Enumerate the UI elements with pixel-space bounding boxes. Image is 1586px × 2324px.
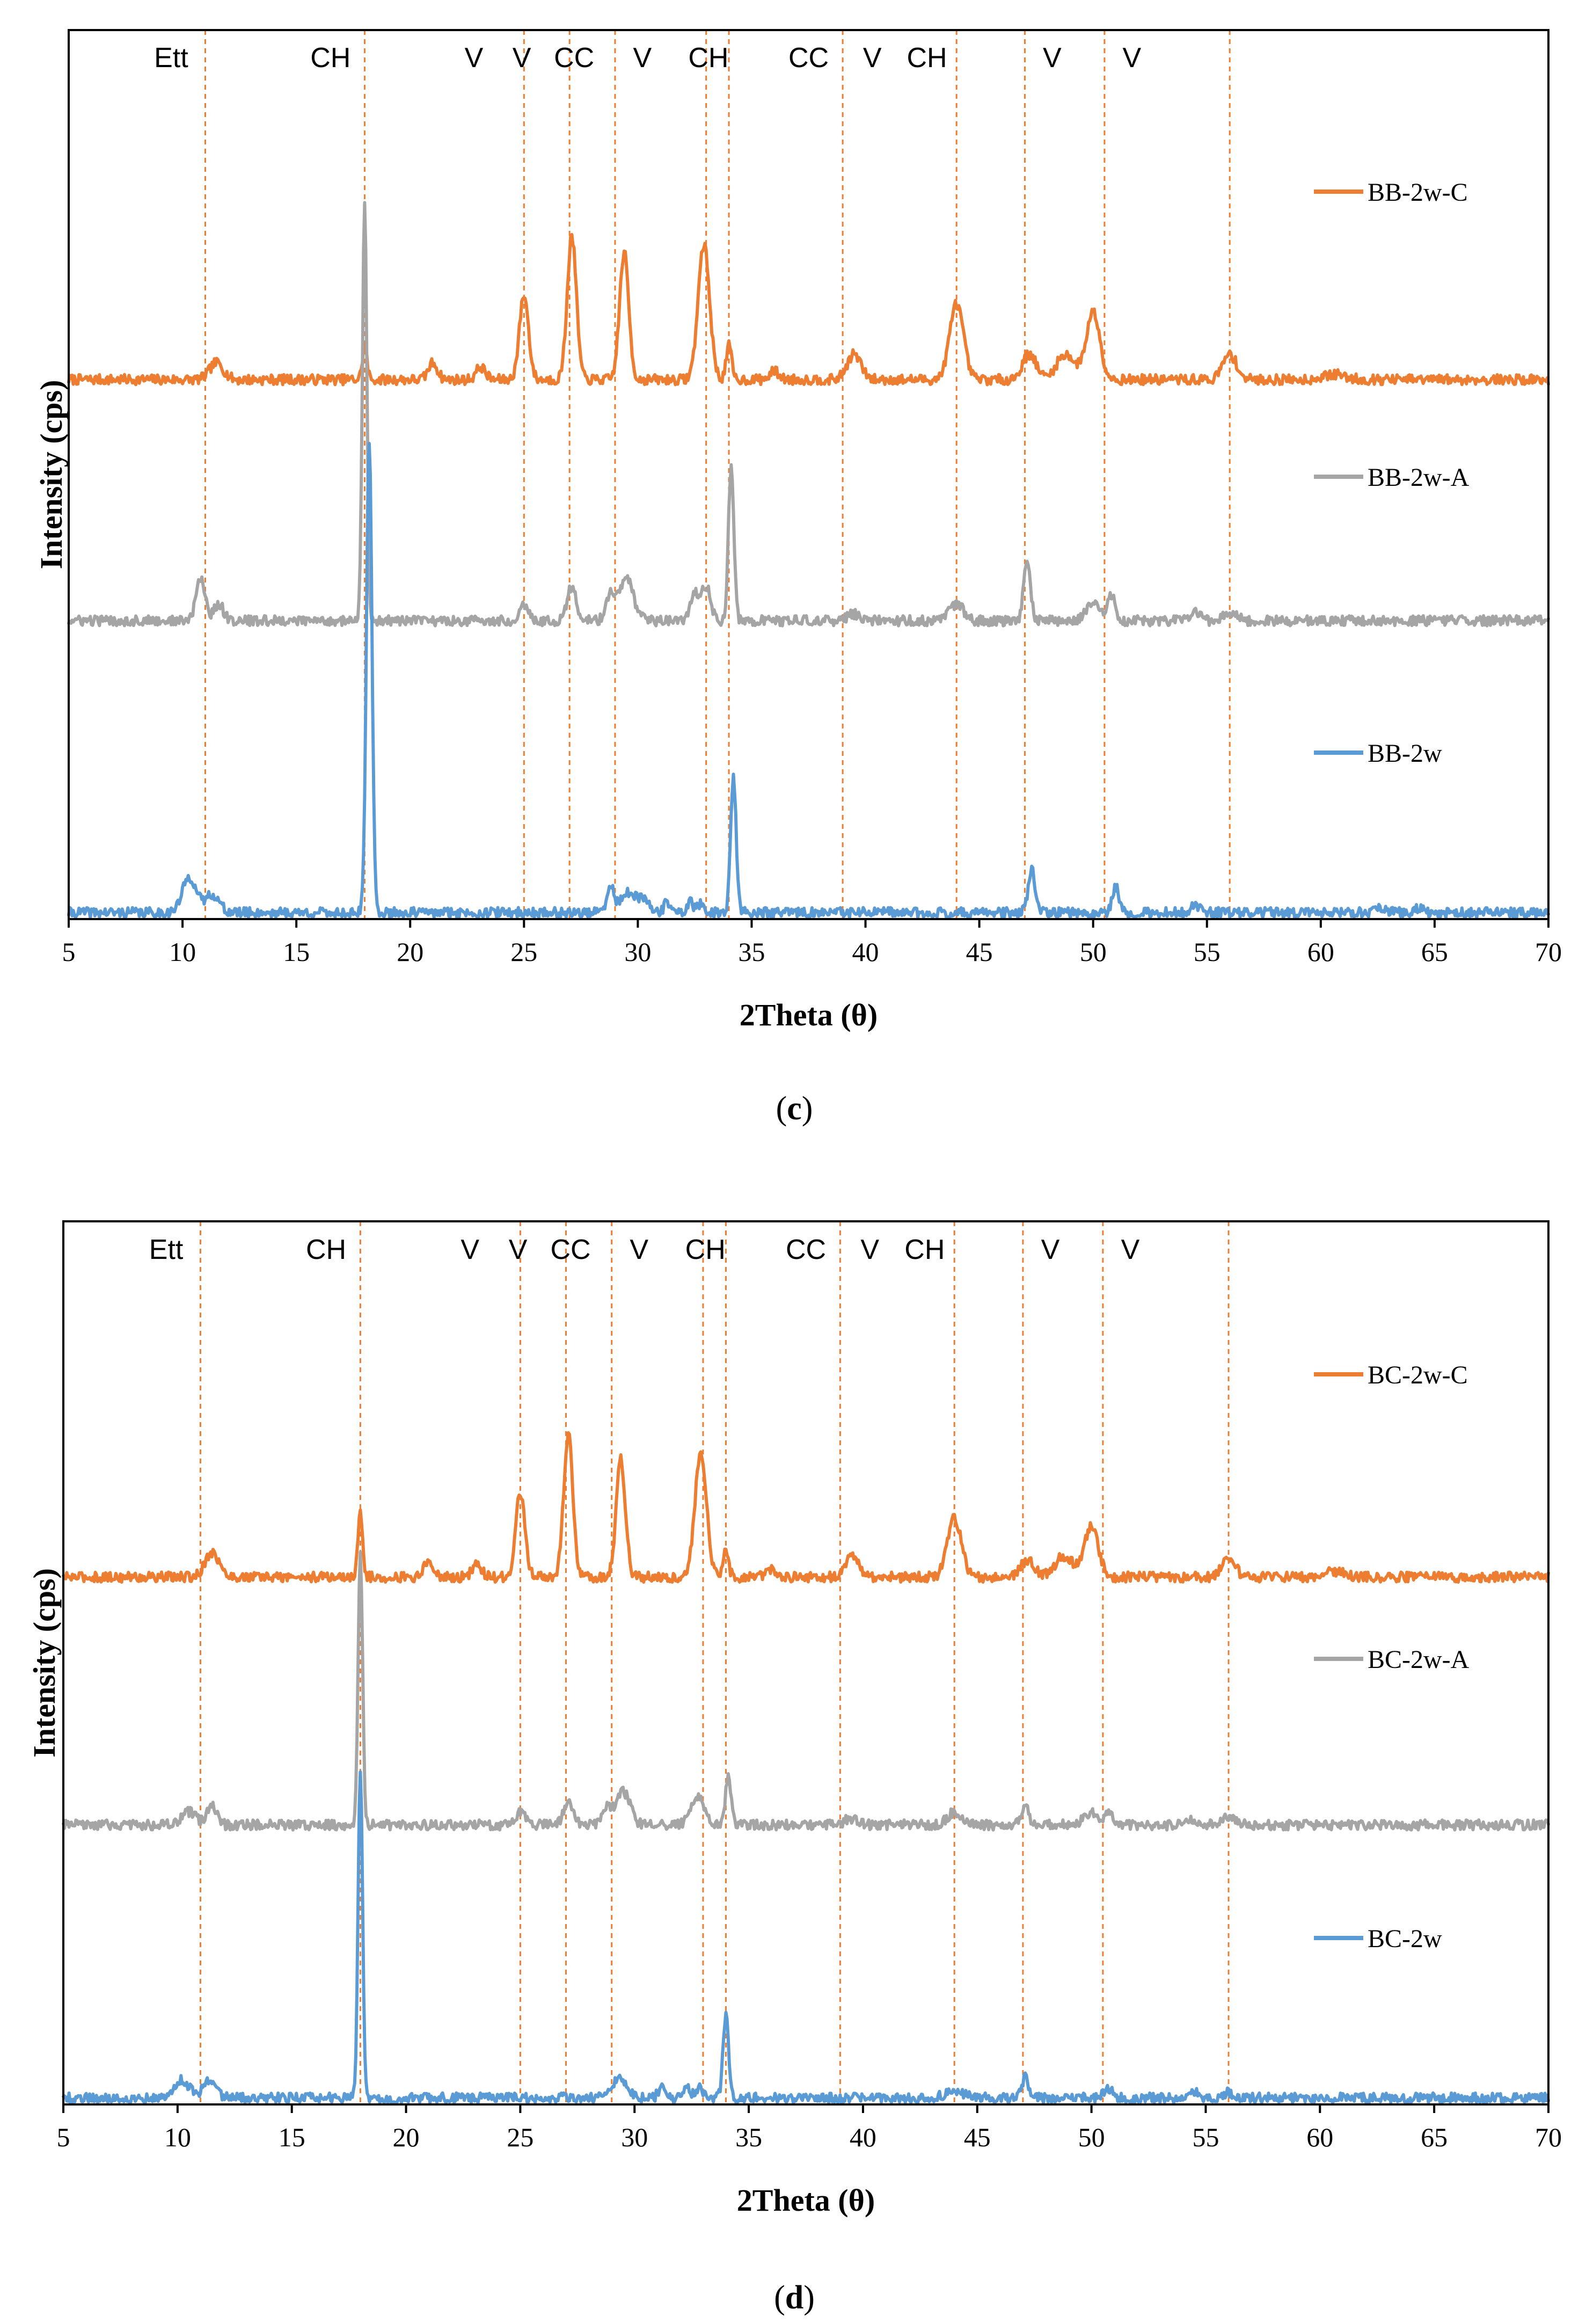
series-line-BC-2w-A (62, 1550, 1550, 1832)
x-axis-ticks: 5 10 15 20 25 30 35 40 45 50 55 60 65 70 (57, 2104, 1562, 2152)
phase-label: CH (306, 1234, 346, 1265)
panel-caption: (c) (776, 1090, 813, 1127)
y-axis-title: Intensity (cps) (34, 380, 69, 570)
legend: BC-2w-C BC-2w-A BC-2w (1314, 1361, 1470, 1953)
phase-label: CH (310, 42, 350, 74)
series-line-BC-2w (62, 1770, 1550, 2105)
x-tick-label: 70 (1535, 2122, 1562, 2152)
series-line-BC-2w-C (62, 1431, 1550, 1584)
phase-label: CH (685, 1234, 726, 1265)
legend-label: BC-2w-A (1368, 1645, 1470, 1674)
chart-panel-d: Ett CH V V CC V CH CC V CH V V 5 10 15 20 25 30 35 40 45 50 5… (27, 1220, 1562, 2316)
phase-label: V (509, 1234, 528, 1265)
x-axis-title: 2Theta (θ) (737, 2183, 875, 2218)
x-tick-label: 30 (624, 937, 651, 967)
panel-caption-letter: c (787, 1090, 802, 1127)
x-tick-label: 10 (164, 2122, 191, 2152)
panel-caption-letter: d (785, 2279, 803, 2316)
x-tick-label: 50 (1080, 937, 1107, 967)
phase-annotations: Ett CH V V CC V CH CC V CH V V (149, 1234, 1140, 1265)
x-axis-title: 2Theta (θ) (740, 997, 878, 1032)
phase-label: V (633, 42, 652, 74)
phase-label: Ett (149, 1234, 184, 1265)
phase-label: V (461, 1234, 479, 1265)
legend-label: BC-2w-C (1368, 1361, 1468, 1389)
x-tick-label: 45 (964, 2122, 991, 2152)
legend-label: BC-2w (1368, 1925, 1442, 1953)
x-tick-label: 65 (1421, 2122, 1448, 2152)
phase-label: CH (907, 42, 947, 74)
x-tick-label: 40 (852, 937, 879, 967)
x-tick-label: 35 (738, 937, 765, 967)
series-lines (67, 201, 1550, 920)
x-tick-label: 45 (966, 937, 993, 967)
y-axis-title: Intensity (cps) (27, 1568, 62, 1758)
x-tick-label: 5 (57, 2122, 70, 2152)
x-tick-label: 15 (283, 937, 310, 967)
phase-label: CC (786, 1234, 826, 1265)
phase-label: V (465, 42, 484, 74)
phase-label: V (1122, 42, 1141, 74)
phase-label: CC (554, 42, 594, 74)
phase-label: V (1121, 1234, 1140, 1265)
x-tick-label: 40 (850, 2122, 876, 2152)
x-tick-label: 60 (1306, 2122, 1333, 2152)
x-axis-ticks: 5 10 15 20 25 30 35 40 45 50 55 60 65 70 (62, 919, 1562, 967)
x-tick-label: 55 (1192, 2122, 1219, 2152)
phase-label: V (863, 42, 882, 74)
legend-label: BB-2w-C (1368, 178, 1468, 207)
series-line-BB-2w (67, 442, 1550, 920)
phase-label: V (630, 1234, 648, 1265)
series-line-BB-2w-C (67, 232, 1550, 387)
reference-lines (199, 1221, 1230, 2104)
phase-label: V (1041, 1234, 1060, 1265)
series-line-BB-2w-A (67, 201, 1550, 628)
chart-panel-c: Ett CH V V CC V CH CC V CH V V 5 10 15 20 25 30 35 40 45 50 5… (34, 29, 1562, 1127)
phase-label: Ett (154, 42, 188, 74)
plot-area (62, 1220, 1550, 2106)
x-tick-label: 60 (1307, 937, 1334, 967)
phase-label: V (860, 1234, 879, 1265)
phase-label: V (513, 42, 531, 74)
phase-label: CC (788, 42, 829, 74)
phase-label: CC (550, 1234, 590, 1265)
x-tick-label: 35 (735, 2122, 762, 2152)
x-tick-label: 5 (62, 937, 76, 967)
x-tick-label: 65 (1421, 937, 1448, 967)
x-tick-label: 25 (510, 937, 537, 967)
x-tick-label: 55 (1194, 937, 1220, 967)
legend-label: BB-2w-A (1368, 463, 1470, 492)
x-tick-label: 15 (279, 2122, 305, 2152)
phase-label: CH (688, 42, 728, 74)
x-tick-label: 50 (1078, 2122, 1105, 2152)
phase-annotations: Ett CH V V CC V CH CC V CH V V (154, 42, 1141, 74)
series-lines (62, 1431, 1550, 2105)
legend-label: BB-2w (1368, 739, 1442, 768)
panel-caption: (d) (774, 2279, 815, 2316)
x-tick-label: 20 (397, 937, 423, 967)
phase-label: V (1043, 42, 1062, 74)
legend: BB-2w-C BB-2w-A BB-2w (1314, 178, 1470, 768)
phase-label: CH (904, 1234, 945, 1265)
x-tick-label: 25 (507, 2122, 533, 2152)
plot-area (68, 29, 1550, 920)
x-tick-label: 20 (393, 2122, 420, 2152)
x-tick-label: 10 (169, 937, 196, 967)
x-tick-label: 70 (1535, 937, 1562, 967)
x-tick-label: 30 (621, 2122, 648, 2152)
